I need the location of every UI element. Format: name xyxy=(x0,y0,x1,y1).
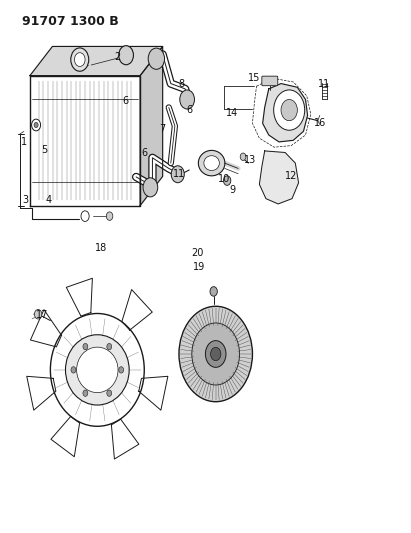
Text: 20: 20 xyxy=(191,248,203,259)
Text: 8: 8 xyxy=(178,78,184,88)
Circle shape xyxy=(240,153,246,160)
Text: 15: 15 xyxy=(248,73,261,83)
Polygon shape xyxy=(140,46,163,206)
Polygon shape xyxy=(263,84,307,142)
Text: 5: 5 xyxy=(41,145,47,155)
Text: 2: 2 xyxy=(115,52,121,62)
Text: 16: 16 xyxy=(314,118,326,128)
Circle shape xyxy=(192,323,240,385)
Circle shape xyxy=(206,341,226,367)
Polygon shape xyxy=(27,376,56,410)
Circle shape xyxy=(34,123,38,127)
Circle shape xyxy=(106,212,113,220)
Circle shape xyxy=(281,100,297,120)
Circle shape xyxy=(74,53,85,67)
Polygon shape xyxy=(111,419,139,459)
Polygon shape xyxy=(139,376,168,410)
Circle shape xyxy=(32,119,41,131)
Circle shape xyxy=(35,310,42,319)
Text: 11: 11 xyxy=(173,169,185,179)
Circle shape xyxy=(274,90,305,130)
Circle shape xyxy=(83,343,88,350)
Circle shape xyxy=(71,48,89,71)
Text: 7: 7 xyxy=(159,124,166,134)
Polygon shape xyxy=(51,416,80,457)
Circle shape xyxy=(224,176,231,185)
Polygon shape xyxy=(259,151,298,204)
Text: 17: 17 xyxy=(36,310,48,320)
Text: 14: 14 xyxy=(226,108,238,118)
Circle shape xyxy=(71,367,76,373)
Circle shape xyxy=(107,343,112,350)
Text: 1: 1 xyxy=(21,137,27,147)
Polygon shape xyxy=(30,310,62,347)
Text: 19: 19 xyxy=(193,262,206,271)
Circle shape xyxy=(83,390,88,397)
Text: 6: 6 xyxy=(123,96,129,106)
Circle shape xyxy=(148,48,164,69)
Polygon shape xyxy=(122,289,152,330)
Circle shape xyxy=(119,46,134,64)
Text: 10: 10 xyxy=(218,174,230,184)
Text: 18: 18 xyxy=(95,243,108,253)
Ellipse shape xyxy=(76,347,118,393)
Circle shape xyxy=(180,90,194,109)
Text: 6: 6 xyxy=(141,148,147,158)
Text: 6: 6 xyxy=(186,105,192,115)
Polygon shape xyxy=(66,278,92,316)
Circle shape xyxy=(210,348,221,361)
Circle shape xyxy=(81,211,89,221)
Ellipse shape xyxy=(199,150,225,176)
Circle shape xyxy=(210,287,217,296)
Text: 13: 13 xyxy=(244,156,256,165)
Text: 11: 11 xyxy=(318,78,330,88)
Circle shape xyxy=(171,166,184,183)
Circle shape xyxy=(119,367,124,373)
Ellipse shape xyxy=(65,335,129,405)
Text: 9: 9 xyxy=(229,184,235,195)
Text: 3: 3 xyxy=(22,195,28,205)
Text: 4: 4 xyxy=(45,195,51,205)
Circle shape xyxy=(179,306,252,402)
FancyBboxPatch shape xyxy=(262,76,278,86)
Ellipse shape xyxy=(204,156,219,171)
Circle shape xyxy=(143,178,158,197)
Text: 12: 12 xyxy=(285,172,298,181)
Text: 91707 1300 B: 91707 1300 B xyxy=(22,14,118,28)
Polygon shape xyxy=(30,46,163,76)
Circle shape xyxy=(107,390,112,397)
